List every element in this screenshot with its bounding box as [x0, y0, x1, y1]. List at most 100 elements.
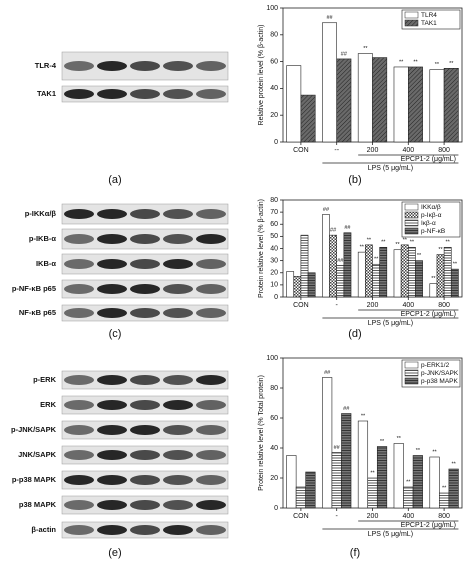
- bar: [429, 69, 445, 143]
- significance-label: **: [363, 46, 368, 52]
- blot-band: [97, 500, 127, 510]
- blot-band: [64, 525, 94, 535]
- blot-band: [130, 61, 160, 71]
- blot-band: [163, 284, 193, 294]
- significance-label: **: [446, 240, 451, 246]
- blot-band: [64, 284, 94, 294]
- bar: [322, 377, 333, 509]
- blot-label: TAK1: [37, 89, 56, 98]
- significance-label: **: [361, 413, 366, 419]
- significance-label: **: [370, 470, 375, 476]
- x-tick-label: CON: [293, 513, 309, 520]
- blot-band: [97, 259, 127, 269]
- blot-band: [196, 209, 226, 219]
- legend-label: Iκβ-α: [421, 220, 436, 227]
- legend-swatch: [404, 361, 419, 369]
- significance-label: **: [403, 237, 408, 243]
- blot-band: [196, 500, 226, 510]
- blot-label: p-NF-κB p65: [12, 284, 56, 293]
- blot-label: JNK/SAPK: [18, 450, 57, 459]
- blot-band: [97, 308, 127, 318]
- significance-label: **: [367, 237, 372, 243]
- lps-label: LPS (5 μg/mL): [368, 165, 413, 172]
- blot-band: [196, 259, 226, 269]
- bar: [300, 234, 309, 298]
- blot-band: [130, 259, 160, 269]
- blot-band: [97, 61, 127, 71]
- x-tick-label: CON: [293, 147, 309, 154]
- x-tick-label: 800: [438, 302, 450, 309]
- y-tick-label: 100: [266, 355, 278, 362]
- blot-label: ERK: [40, 400, 56, 409]
- blot-band: [97, 375, 127, 385]
- significance-label: **: [397, 436, 402, 442]
- blot-label: p-JNK/SAPK: [11, 425, 57, 434]
- panel-label: (e): [108, 547, 121, 559]
- x-tick-label: 400: [402, 147, 414, 154]
- blot-band: [130, 425, 160, 435]
- y-tick-label: 0: [274, 294, 278, 301]
- bar: [286, 65, 302, 143]
- x-tick-label: CON: [293, 302, 309, 309]
- x-tick-label: 200: [367, 147, 379, 154]
- significance-label: ##: [330, 228, 337, 234]
- y-axis-label: Protein relative level (% Total protein): [258, 375, 265, 491]
- significance-label: **: [452, 461, 457, 467]
- blot-label: TLR-4: [35, 61, 57, 70]
- blot-band: [163, 61, 193, 71]
- bar: [376, 446, 388, 509]
- y-tick-label: 20: [270, 112, 278, 119]
- bar: [357, 420, 369, 509]
- legend-label: TLR4: [421, 12, 437, 19]
- blot-band: [97, 450, 127, 460]
- y-tick-label: 20: [270, 270, 278, 277]
- y-tick-label: 10: [270, 282, 278, 289]
- blot-band: [97, 400, 127, 410]
- bar: [372, 57, 388, 143]
- blot-band: [163, 475, 193, 485]
- bar: [403, 486, 414, 509]
- significance-label: **: [406, 479, 411, 485]
- bar: [336, 265, 345, 298]
- bar: [331, 452, 342, 509]
- blot-band: [196, 375, 226, 385]
- bar: [448, 468, 459, 509]
- bar: [329, 234, 338, 298]
- bar: [286, 455, 297, 509]
- bar: [393, 443, 404, 509]
- bar: [341, 413, 352, 509]
- bar: [407, 246, 416, 298]
- significance-label: **: [399, 59, 404, 65]
- lps-label: LPS (5 μg/mL): [368, 320, 413, 327]
- x-tick-label: 200: [367, 513, 379, 520]
- significance-label: **: [417, 253, 422, 259]
- y-tick-label: 40: [270, 245, 278, 252]
- bar: [372, 263, 380, 298]
- legend-swatch: [404, 211, 419, 219]
- y-tick-label: 80: [270, 385, 278, 392]
- bar: [393, 66, 409, 143]
- blot-label: p38 MAPK: [19, 500, 57, 509]
- blot-band: [64, 450, 94, 460]
- blot-band: [97, 425, 127, 435]
- blot-band: [97, 284, 127, 294]
- legend-label: p-Iκβ-α: [421, 212, 442, 219]
- blot-band: [196, 400, 226, 410]
- panel-label: (c): [109, 328, 122, 340]
- bar: [367, 477, 378, 509]
- legend-swatch: [404, 377, 419, 385]
- blot-band: [163, 400, 193, 410]
- legend-swatch: [404, 369, 419, 377]
- y-tick-label: 80: [270, 197, 278, 204]
- significance-label: ##: [326, 15, 333, 21]
- panel-label: (b): [348, 174, 361, 186]
- blot-band: [163, 234, 193, 244]
- blot-band: [64, 89, 94, 99]
- blot-band: [163, 375, 193, 385]
- blot-band: [196, 450, 226, 460]
- bar: [443, 68, 459, 143]
- blot-band: [64, 375, 94, 385]
- significance-label: **: [453, 262, 458, 268]
- bar: [407, 66, 423, 143]
